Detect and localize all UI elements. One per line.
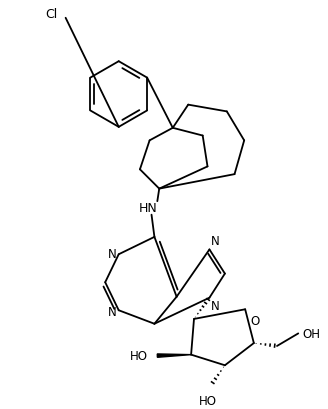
- Text: HN: HN: [138, 202, 157, 215]
- Text: HO: HO: [130, 349, 148, 362]
- Polygon shape: [157, 354, 191, 357]
- Text: N: N: [210, 235, 219, 248]
- Text: HO: HO: [198, 394, 216, 407]
- Text: N: N: [108, 305, 117, 318]
- Text: N: N: [211, 299, 220, 312]
- Text: O: O: [250, 315, 259, 327]
- Text: N: N: [108, 247, 117, 260]
- Text: Cl: Cl: [45, 8, 57, 21]
- Text: OH: OH: [302, 327, 320, 340]
